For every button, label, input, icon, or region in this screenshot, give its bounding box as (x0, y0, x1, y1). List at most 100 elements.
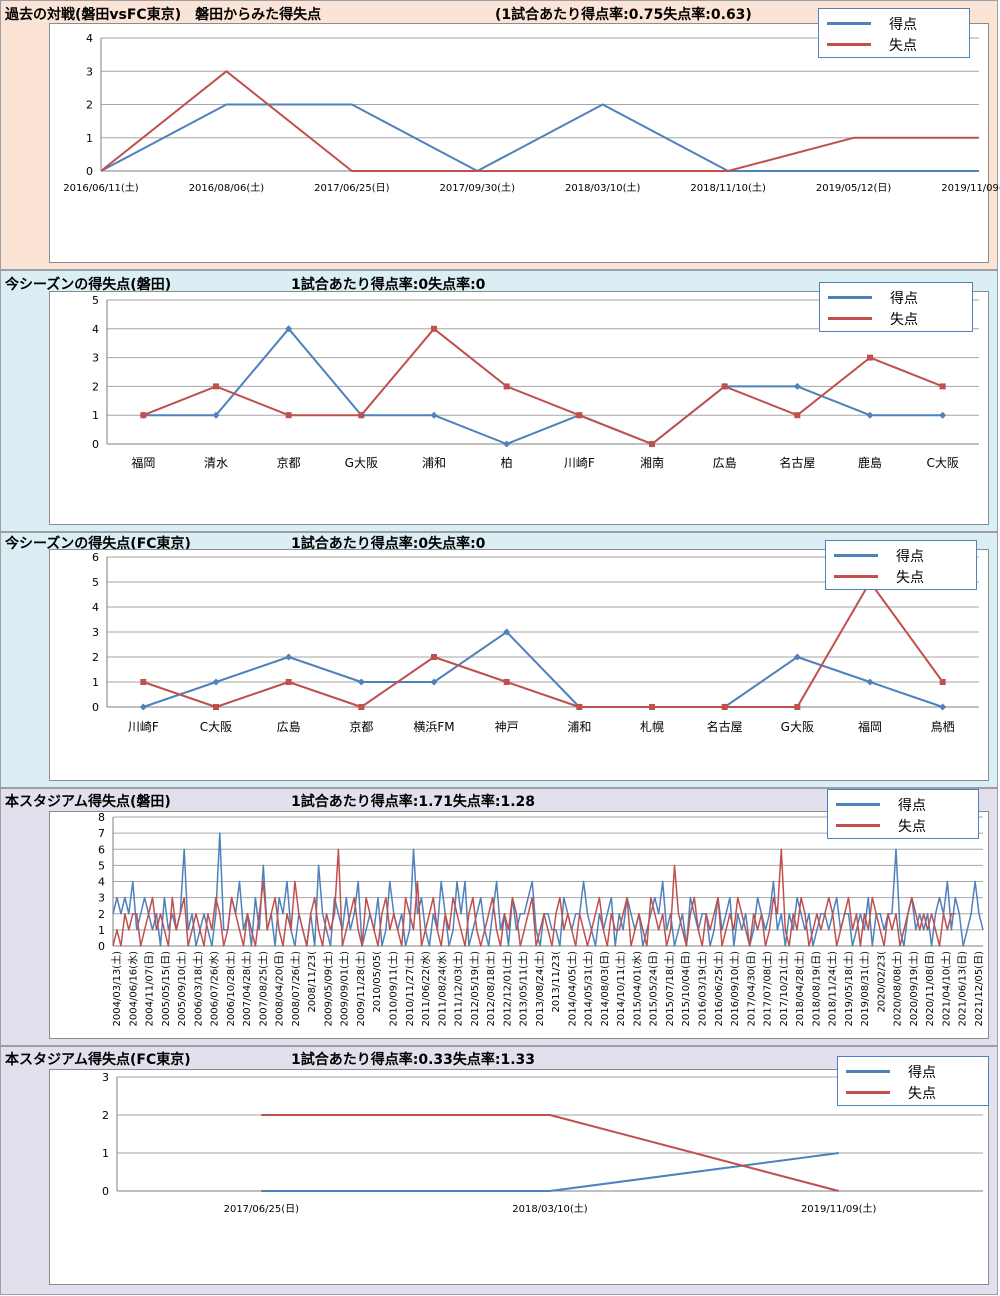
legend-label-goals: 得点 (898, 798, 926, 814)
x-tick-label: 2017/09/30(土) (440, 181, 516, 194)
x-tick-label: 湘南 (640, 455, 664, 470)
x-tick-label: 福岡 (131, 455, 155, 470)
chart-panel-4: 本スタジアム得失点(磐田) 1試合あたり得点率:1.71失点率:1.28 0 1 2… (0, 788, 998, 1046)
y-tick-label: 1 (98, 924, 105, 937)
x-tick-label: 2016/08/06(土) (189, 181, 265, 194)
x-tick-label: 2011/08/24(水) (436, 951, 448, 1027)
goals-point (503, 628, 511, 636)
x-tick-label: G大阪 (345, 456, 378, 470)
x-tick-label: 2012/08/18(土) (484, 951, 497, 1027)
x-tick-label: 京都 (277, 456, 301, 470)
x-tick-label: 京都 (349, 720, 373, 734)
x-tick-label: 2015/05/24(日) (649, 951, 660, 1027)
goals-point (503, 440, 511, 448)
chart-rate-text: 1試合あたり得点率:0失点率:0 (291, 277, 486, 293)
x-tick-label: 2020/11/08(日) (925, 951, 936, 1027)
legend-swatch-goals (846, 1070, 890, 1073)
legend-item-goals: 得点 (836, 794, 976, 814)
legend-label-conceded: 失点 (896, 570, 924, 586)
legend-item-goals: 得点 (834, 545, 974, 565)
series-goals-line (142, 631, 944, 708)
x-tick-label: 2020/02/23( (876, 951, 887, 1013)
x-tick-label: 名古屋 (779, 455, 815, 470)
x-tick-label: 2014/04/05(土) (565, 951, 578, 1027)
goals-point (939, 411, 947, 419)
legend-item-goals: 得点 (828, 287, 968, 307)
conceded-point (576, 704, 583, 710)
chart-title: 本スタジアム得失点(磐田) (5, 794, 171, 810)
chart-rate-text: 1試合あたり得点率:0失点率:0 (291, 536, 486, 552)
legend: 得点 失点 (827, 789, 979, 839)
goals-point (939, 703, 947, 711)
x-tick-label: 2017/04/30(日) (746, 951, 757, 1027)
chart-panel-3: 今シーズンの得失点(FC東京) 1試合あたり得点率:0失点率:0 0 1 2 3 4 5 6… (0, 532, 998, 788)
legend-swatch-goals (828, 296, 872, 299)
series-conceded-line (112, 848, 956, 947)
x-tick-label: 2007/04/28(土) (240, 951, 253, 1027)
conceded-point (939, 383, 946, 390)
y-tick-label: 4 (92, 601, 99, 614)
series-goals-line (143, 327, 943, 445)
x-tick-label: 2020/09/19(土) (907, 951, 920, 1027)
goals-point (430, 411, 438, 419)
chart-rate-text: 1試合あたり得点率:1.71失点率:1.28 (291, 794, 536, 810)
x-tick-label: 2016/06/25(土) (712, 951, 725, 1027)
x-tick-label: 2016/09/10(土) (728, 951, 741, 1027)
y-tick-label: 3 (98, 892, 105, 905)
x-tick-label: 2005/05/15(日) (161, 951, 172, 1027)
goals-point (793, 382, 801, 390)
goals-point (430, 678, 438, 686)
legend-swatch-goals (836, 803, 880, 806)
y-tick-label: 3 (102, 1071, 109, 1084)
y-tick-label: 2 (102, 1109, 109, 1122)
y-tick-label: 6 (98, 843, 105, 856)
x-tick-label: 2021/04/10(土) (939, 951, 952, 1027)
goals-point (866, 678, 874, 686)
x-tick-label: 2015/04/01(水) (631, 951, 643, 1027)
goals-point (793, 653, 801, 661)
x-tick-label: 2006/10/28(土) (224, 951, 237, 1027)
series-conceded-line (142, 327, 944, 445)
legend-label-goals: 得点 (890, 291, 918, 307)
legend-label-conceded: 失点 (889, 38, 917, 54)
x-tick-label: 2006/03/18(土) (191, 951, 204, 1027)
y-tick-label: 0 (98, 940, 105, 953)
y-tick-label: 2 (86, 99, 93, 112)
conceded-point (649, 704, 655, 710)
x-tick-label: 浦和 (422, 456, 446, 470)
x-tick-label: 2010/11/27(土) (403, 951, 416, 1027)
legend-item-conceded: 失点 (834, 566, 974, 586)
y-tick-label: 3 (86, 65, 93, 78)
y-tick-label: 2 (92, 380, 99, 393)
legend-item-conceded: 失点 (846, 1082, 986, 1102)
legend-item-goals: 得点 (827, 13, 967, 33)
legend-swatch-conceded (834, 575, 878, 578)
y-tick-label: 8 (98, 811, 105, 824)
series-conceded-line (261, 1114, 839, 1192)
x-tick-label: 2017/10/21(土) (777, 951, 790, 1027)
x-tick-label: 浦和 (567, 720, 591, 734)
legend: 得点 失点 (837, 1056, 989, 1106)
x-tick-label: 2017/06/25(日) (314, 183, 390, 194)
legend-swatch-conceded (828, 317, 872, 320)
x-tick-label: 2004/03/13(土) (110, 951, 123, 1027)
y-tick-label: 5 (92, 294, 99, 307)
legend: 得点 失点 (818, 8, 970, 58)
x-tick-label: 2007/08/25(土) (256, 951, 269, 1027)
x-tick-label: 2016/03/19(土) (696, 951, 709, 1027)
x-tick-label: 2017/07/08(土) (761, 951, 774, 1027)
y-tick-label: 1 (102, 1147, 109, 1160)
x-tick-label: 2012/12/01(土) (500, 951, 513, 1027)
x-tick-label: 川崎F (128, 720, 159, 734)
x-tick-label: 2019/11/09(土) (801, 1202, 877, 1215)
x-tick-label: 2019/05/12(日) (816, 183, 892, 194)
x-tick-label: 2008/11/23( (307, 951, 318, 1013)
chart-title: 過去の対戦(磐田vsFC東京) 磐田からみた得失点 (5, 7, 322, 23)
legend-swatch-conceded (846, 1091, 890, 1094)
plot-area (49, 1069, 989, 1285)
x-tick-label: 2018/08/19(日) (811, 951, 822, 1027)
x-tick-label: 2013/11/23( (551, 951, 562, 1013)
y-tick-label: 4 (92, 323, 99, 336)
conceded-point (213, 704, 219, 710)
y-tick-label: 4 (86, 32, 93, 45)
